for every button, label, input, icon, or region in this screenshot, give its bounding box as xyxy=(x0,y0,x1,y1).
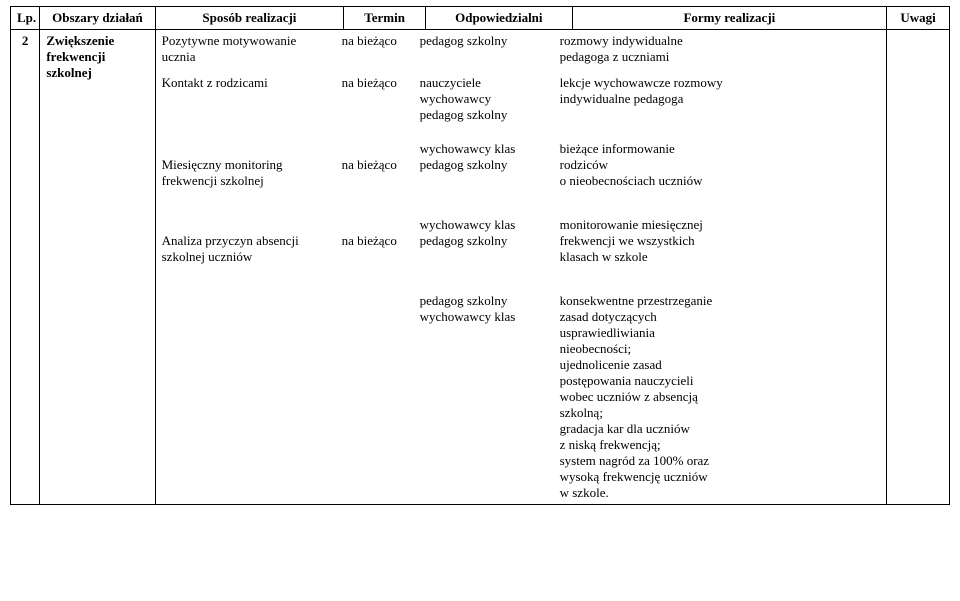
obszary-l2: frekwencji xyxy=(46,49,148,65)
seg3-sposob-l1: Miesięczny monitoring xyxy=(162,157,336,173)
segment-2: Kontakt z rodzicami na bieżąco nauczycie… xyxy=(162,75,880,123)
seg4-sposob-l1: Analiza przyczyn absencji xyxy=(162,233,336,249)
cell-uwagi xyxy=(887,30,950,505)
cell-content: Pozytywne motywowanie ucznia na bieżąco … xyxy=(155,30,886,505)
segment-5: pedagog szkolny wychowawcy klas konsekwe… xyxy=(162,293,880,501)
seg4-odp-l1: wychowawcy klas xyxy=(420,217,554,233)
page: Lp. Obszary działań Sposób realizacji Te… xyxy=(0,0,960,505)
seg2-odp-l2: wychowawcy xyxy=(420,91,554,107)
seg2-termin: na bieżąco xyxy=(342,75,414,91)
seg2-sposob: Kontakt z rodzicami xyxy=(162,75,336,91)
seg4-odp-l2: pedagog szkolny xyxy=(420,233,554,249)
seg1-sposob-l2: ucznia xyxy=(162,49,336,65)
seg1-formy-l2: pedagoga z uczniami xyxy=(560,49,880,65)
header-sposob: Sposób realizacji xyxy=(155,7,344,30)
seg1-formy-l1: rozmowy indywidualne xyxy=(560,33,880,49)
seg4-termin: na bieżąco xyxy=(342,233,414,249)
seg5-odp-l2: wychowawcy klas xyxy=(420,309,554,325)
seg5-formy-l2: zasad dotyczących xyxy=(560,309,880,325)
seg5-formy-l12: wysoką frekwencję uczniów xyxy=(560,469,880,485)
header-formy: Formy realizacji xyxy=(572,7,886,30)
seg4-formy-l1: monitorowanie miesięcznej xyxy=(560,217,880,233)
obszary-l3: szkolnej xyxy=(46,65,148,81)
header-row: Lp. Obszary działań Sposób realizacji Te… xyxy=(11,7,950,30)
segment-3: Miesięczny monitoring frekwencji szkolne… xyxy=(162,141,880,189)
seg5-formy-l11: system nagród za 100% oraz xyxy=(560,453,880,469)
seg5-odp-l1: pedagog szkolny xyxy=(420,293,554,309)
obszary-l1: Zwiększenie xyxy=(46,33,148,49)
seg1-termin: na bieżąco xyxy=(342,33,414,49)
seg5-formy-l13: w szkole. xyxy=(560,485,880,501)
table-row: 2 Zwiększenie frekwencji szkolnej Pozyty… xyxy=(11,30,950,505)
seg2-formy-l2: indywidualne pedagoga xyxy=(560,91,880,107)
seg5-formy-l5: ujednolicenie zasad xyxy=(560,357,880,373)
main-table: Lp. Obszary działań Sposób realizacji Te… xyxy=(10,6,950,505)
seg3-formy-l3: o nieobecnościach uczniów xyxy=(560,173,880,189)
seg2-odp-l3: pedagog szkolny xyxy=(420,107,554,123)
header-termin: Termin xyxy=(344,7,426,30)
seg5-formy-l7: wobec uczniów z absencją xyxy=(560,389,880,405)
segment-4: Analiza przyczyn absencji szkolnej uczni… xyxy=(162,217,880,265)
seg5-formy-l10: z niską frekwencją; xyxy=(560,437,880,453)
seg2-odp-l1: nauczyciele xyxy=(420,75,554,91)
cell-lp: 2 xyxy=(11,30,40,505)
seg3-odp-l1: wychowawcy klas xyxy=(420,141,554,157)
seg3-sposob-l2: frekwencji szkolnej xyxy=(162,173,336,189)
seg5-formy-l3: usprawiedliwiania xyxy=(560,325,880,341)
header-uwagi: Uwagi xyxy=(887,7,950,30)
seg5-formy-l1: konsekwentne przestrzeganie xyxy=(560,293,880,309)
header-odpowiedzialni: Odpowiedzialni xyxy=(425,7,572,30)
cell-obszary: Zwiększenie frekwencji szkolnej xyxy=(40,30,155,505)
seg3-formy-l1: bieżące informowanie xyxy=(560,141,880,157)
seg3-formy-l2: rodziców xyxy=(560,157,880,173)
seg1-odp: pedagog szkolny xyxy=(420,33,554,49)
seg5-formy-l8: szkolną; xyxy=(560,405,880,421)
seg1-sposob-l1: Pozytywne motywowanie xyxy=(162,33,336,49)
seg4-sposob-l2: szkolnej uczniów xyxy=(162,249,336,265)
segment-1: Pozytywne motywowanie ucznia na bieżąco … xyxy=(162,33,880,65)
seg5-formy-l9: gradacja kar dla uczniów xyxy=(560,421,880,437)
seg5-formy-l4: nieobecności; xyxy=(560,341,880,357)
header-lp: Lp. xyxy=(11,7,40,30)
header-obszary: Obszary działań xyxy=(40,7,155,30)
seg2-formy-l1: lekcje wychowawcze rozmowy xyxy=(560,75,880,91)
seg5-formy-l6: postępowania nauczycieli xyxy=(560,373,880,389)
seg4-formy-l3: klasach w szkole xyxy=(560,249,880,265)
seg3-termin: na bieżąco xyxy=(342,157,414,173)
seg4-formy-l2: frekwencji we wszystkich xyxy=(560,233,880,249)
seg3-odp-l2: pedagog szkolny xyxy=(420,157,554,173)
